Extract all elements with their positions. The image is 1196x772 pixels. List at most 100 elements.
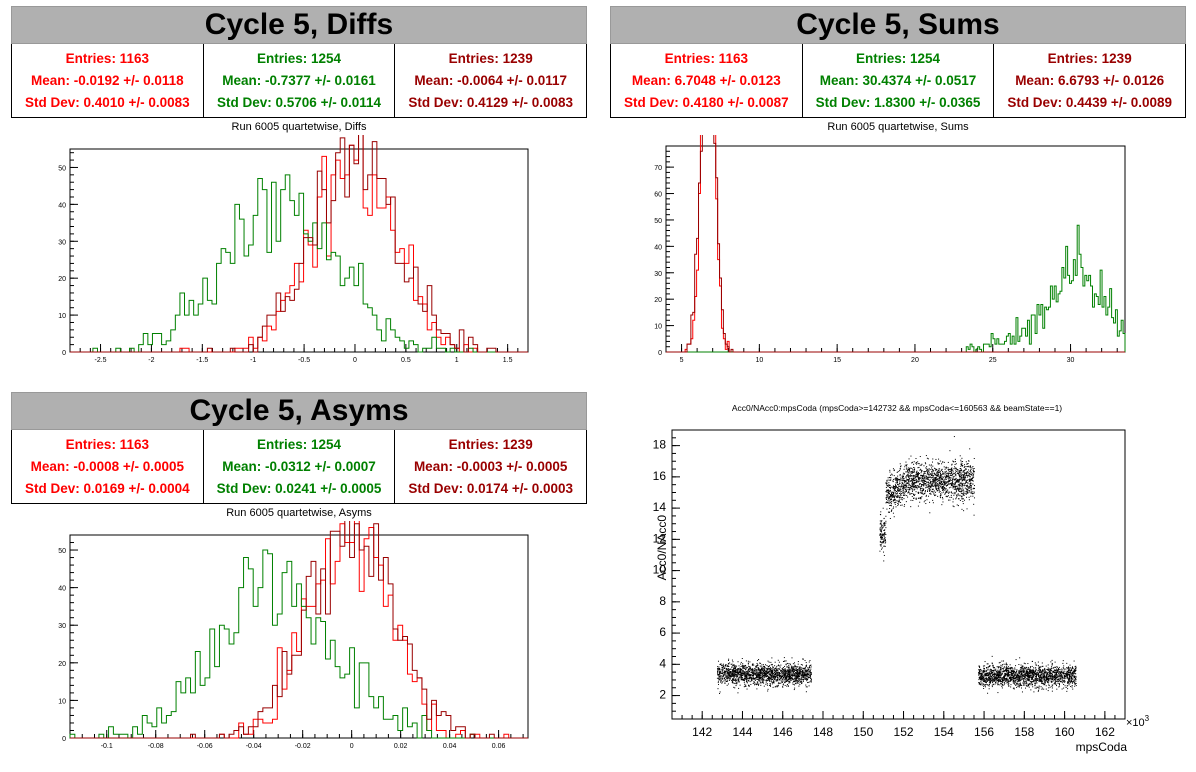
- scatter-point: [962, 494, 964, 496]
- scatter-point: [792, 672, 794, 674]
- scatter-point: [794, 664, 796, 666]
- scatter-point: [962, 485, 964, 487]
- scatter-point: [1011, 668, 1013, 670]
- scatter-point: [810, 678, 812, 680]
- scatter-point: [962, 474, 964, 476]
- scatter-point: [945, 467, 947, 469]
- scatter-point: [898, 483, 900, 485]
- scatter-point: [903, 487, 905, 489]
- scatter-point: [915, 475, 917, 477]
- scatter-point: [1022, 675, 1024, 677]
- scatter-point: [922, 489, 924, 491]
- scatter-point: [798, 672, 800, 674]
- scatter-point: [791, 671, 793, 673]
- scatter-point: [891, 509, 893, 511]
- scatter-point: [717, 671, 719, 673]
- scatter-point: [912, 469, 914, 471]
- scatter-point: [921, 493, 923, 495]
- scatter-point: [758, 670, 760, 672]
- y-tick-label: 16: [653, 469, 667, 483]
- scatter-point: [760, 684, 762, 686]
- scatter-point: [729, 662, 731, 664]
- scatter-point: [777, 676, 779, 678]
- scatter-point: [983, 675, 985, 677]
- scatter-point: [774, 665, 776, 667]
- scatter-point: [726, 675, 728, 677]
- scatter-point: [886, 501, 888, 503]
- scatter-point: [886, 489, 888, 491]
- x-tick-label: 152: [894, 725, 914, 739]
- scatter-point: [783, 673, 785, 675]
- scatter-point: [931, 477, 933, 479]
- scatter-point: [933, 493, 935, 495]
- scatter-point: [791, 667, 793, 669]
- scatter-point: [1056, 688, 1058, 690]
- scatter-point: [960, 459, 962, 461]
- scatter-point: [731, 679, 733, 681]
- scatter-point: [994, 674, 996, 676]
- scatter-point: [754, 667, 756, 669]
- scatter-point: [743, 674, 745, 676]
- scatter-point: [732, 674, 734, 676]
- scatter-point: [740, 663, 742, 665]
- scatter-point: [730, 676, 732, 678]
- scatter-point: [953, 478, 955, 480]
- scatter-point: [921, 487, 923, 489]
- scatter-point: [968, 499, 970, 501]
- scatter-point: [895, 506, 897, 508]
- scatter-point: [794, 682, 796, 684]
- scatter-point: [967, 471, 969, 473]
- scatter-point: [758, 677, 760, 679]
- scatter-point: [917, 491, 919, 493]
- scatter-point: [768, 679, 770, 681]
- scatter-point: [927, 477, 929, 479]
- scatter-point: [1018, 684, 1020, 686]
- scatter-point: [776, 679, 778, 681]
- scatter-point: [908, 470, 910, 472]
- scatter-point: [908, 490, 910, 492]
- y-tick-label: 0: [62, 350, 66, 357]
- scatter-point: [941, 463, 943, 465]
- scatter-point: [775, 685, 777, 687]
- scatter-point: [969, 478, 971, 480]
- scatter-point: [898, 501, 900, 503]
- plot-frame: -0.1 -0.08 -0.06 -0.04 -0.02 0 0.02 0.04 0.06010…: [58, 534, 529, 750]
- scatter-point: [948, 499, 950, 501]
- scatter-point: [1075, 685, 1077, 687]
- scatter-point: [762, 675, 764, 677]
- scatter-point: [961, 457, 963, 459]
- scatter-point: [939, 480, 941, 482]
- scatter-point: [996, 674, 998, 676]
- scatter-point: [759, 662, 761, 664]
- scatter-point: [963, 479, 965, 481]
- scatter-point: [795, 672, 797, 674]
- scatter-point: [717, 674, 719, 676]
- scatter-point: [768, 670, 770, 672]
- scatter-point: [902, 490, 904, 492]
- scatter-point: [783, 660, 785, 662]
- scatter-point: [913, 486, 915, 488]
- scatter-point: [1044, 670, 1046, 672]
- scatter-point: [795, 677, 797, 679]
- scatter-point: [897, 478, 899, 480]
- scatter-point: [900, 479, 902, 481]
- scatter-point: [796, 675, 798, 677]
- scatter-point: [965, 468, 967, 470]
- scatter-point: [794, 669, 796, 671]
- scatter-point: [917, 492, 919, 494]
- scatter-point: [912, 485, 914, 487]
- scatter-point: [897, 475, 899, 477]
- scatter-point: [1055, 679, 1057, 681]
- scatter-point: [739, 670, 741, 672]
- scatter-point: [938, 488, 940, 490]
- y-tick-label: 50: [654, 218, 662, 225]
- scatter-point: [932, 481, 934, 483]
- scatter-point: [1031, 671, 1033, 673]
- scatter-point: [793, 678, 795, 680]
- scatter-point: [902, 476, 904, 478]
- scatter-point: [944, 473, 946, 475]
- scatter-point: [983, 687, 985, 689]
- scatter-point: [1058, 676, 1060, 678]
- scatter-point: [775, 668, 777, 670]
- scatter-point: [940, 497, 942, 499]
